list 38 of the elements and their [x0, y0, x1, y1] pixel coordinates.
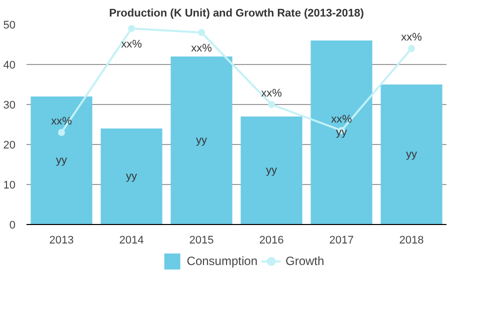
- data-label: yy: [336, 126, 348, 138]
- data-label: xx%: [191, 42, 212, 54]
- y-tick-label: 40: [3, 60, 16, 72]
- y-tick-label: 50: [3, 20, 16, 32]
- x-tick-label: 2018: [399, 234, 424, 246]
- bar: [310, 40, 372, 224]
- data-label: yy: [406, 148, 418, 160]
- data-label: yy: [266, 164, 278, 176]
- data-label: xx%: [261, 88, 282, 100]
- data-label: yy: [56, 154, 68, 166]
- data-label: yy: [196, 134, 208, 146]
- x-tick-label: 2016: [259, 234, 284, 246]
- x-tick-label: 2017: [329, 234, 354, 246]
- y-tick-label: 30: [3, 100, 16, 112]
- legend-label: Consumption: [186, 254, 258, 268]
- legend-label: Growth: [286, 254, 324, 268]
- bar: [100, 128, 162, 224]
- bar: [30, 96, 92, 224]
- point: [408, 45, 415, 52]
- y-tick-label: 20: [3, 140, 16, 152]
- bar: [240, 116, 302, 224]
- bar: [380, 84, 442, 224]
- point: [198, 29, 205, 36]
- data-label: xx%: [401, 32, 422, 44]
- chart-title: Production (K Unit) and Growth Rate (2013-2018): [109, 8, 364, 20]
- point: [128, 25, 135, 32]
- y-tick-label: 10: [3, 180, 16, 192]
- y-tick-label: 0: [9, 220, 16, 232]
- data-label: yy: [126, 170, 138, 182]
- point: [58, 129, 65, 136]
- x-tick-label: 2014: [119, 234, 144, 246]
- bar: [170, 56, 232, 224]
- data-label: xx%: [121, 38, 142, 50]
- point: [268, 101, 275, 108]
- x-tick-label: 2015: [189, 234, 214, 246]
- data-label: xx%: [331, 114, 352, 126]
- x-tick-label: 2013: [49, 234, 74, 246]
- data-label: xx%: [51, 116, 72, 128]
